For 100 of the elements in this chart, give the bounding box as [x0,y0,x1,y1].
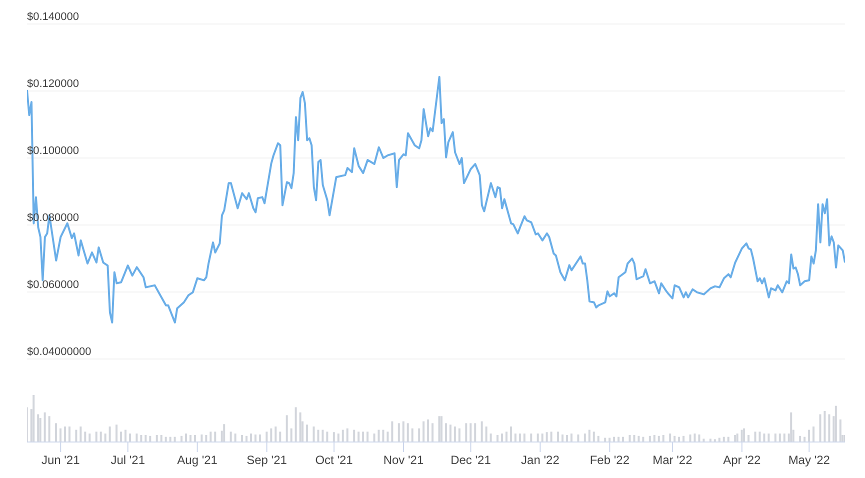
bar [541,434,544,442]
bar [75,430,78,442]
x-tick-label: Mar '22 [652,453,693,467]
bar [774,434,776,442]
bar [592,432,595,442]
bar [80,426,82,442]
bar [763,434,766,442]
bar [480,421,483,442]
bar [454,426,456,442]
bar [536,434,539,442]
bar [156,434,158,442]
bar [373,434,376,442]
bar [322,430,324,442]
bar [628,434,631,442]
bar [326,432,328,442]
bar [597,436,600,442]
bar [799,436,802,442]
bar [39,418,42,442]
bar [128,434,131,442]
bar [427,419,430,442]
bar [588,430,590,442]
bar [411,428,414,442]
bar [584,434,586,442]
bar [246,436,248,442]
bar [748,434,750,442]
bar [658,436,660,442]
bar [736,434,738,442]
x-tick-label: Feb '22 [590,453,630,467]
bar [234,434,236,442]
bar [422,421,425,442]
bar [698,434,700,442]
bar [839,419,842,442]
bar [768,434,770,442]
bar [546,432,548,442]
bar [758,432,761,442]
bar [270,428,272,442]
bar [740,430,743,442]
bar [294,407,297,442]
bar [530,434,532,442]
bar [286,415,288,442]
bar [149,436,152,442]
bar [523,434,526,442]
bar [669,434,672,442]
bar [386,432,389,442]
bar [808,430,810,442]
bar [68,426,70,442]
x-tick-label: Dec '21 [450,453,492,467]
bar [550,432,552,442]
bar [438,416,440,442]
bar [342,430,344,442]
bar [648,436,651,442]
y-tick-label: $0.140000 [27,10,79,23]
bar [108,426,111,442]
bar [144,434,147,442]
bar [274,426,277,442]
bar [266,432,268,442]
bar [55,423,58,442]
bar [346,428,348,442]
bar [406,423,409,442]
bar [180,436,183,442]
bar [194,434,196,442]
bar [48,416,50,442]
bar [210,432,212,442]
bar [223,424,226,442]
bar [653,434,656,442]
bar [398,423,400,442]
x-tick-label: May '22 [788,453,830,467]
bar [358,432,360,442]
bar [662,434,664,442]
bar [230,432,232,442]
bar [633,434,636,442]
bar [366,432,369,442]
bar [562,434,564,442]
bar [778,434,781,442]
bar [449,424,452,442]
bar [250,434,252,442]
bar [557,432,560,442]
bar [200,434,203,442]
bar [378,430,380,442]
bar [577,434,580,442]
bar [104,434,106,442]
bar [514,434,516,442]
bar [44,412,46,442]
bar [140,434,142,442]
bar [790,412,792,442]
x-tick-label: Jul '21 [110,453,146,467]
bar [353,430,356,442]
bar [418,428,420,442]
y-tick-label: $0.04000000 [27,346,92,358]
x-tick-label: Oct '21 [315,453,354,467]
bar [694,434,696,442]
bar [214,432,216,442]
bar [32,395,35,442]
bar [88,434,91,442]
bar [258,434,261,442]
bar [290,428,292,442]
bar [205,434,208,442]
bar [100,432,102,442]
x-tick-label: Aug '21 [177,453,218,467]
bar [819,414,822,442]
